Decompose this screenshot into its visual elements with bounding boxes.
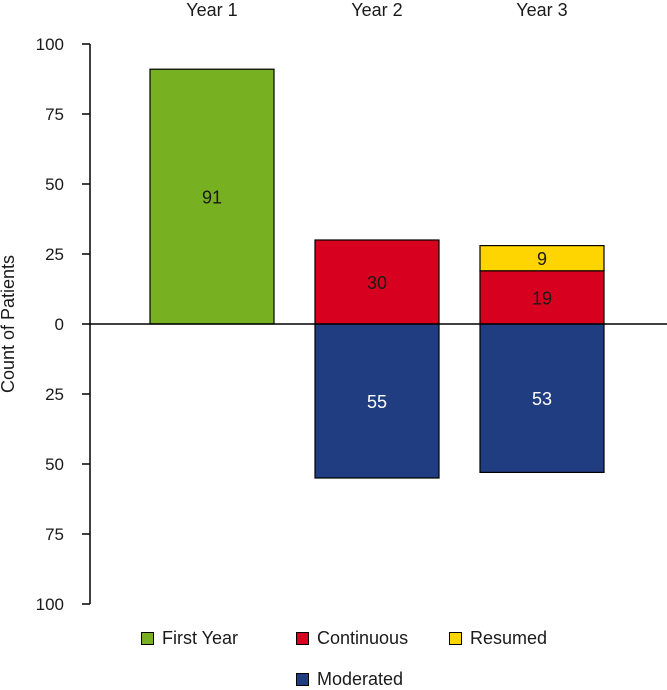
y-tick-label: 0 [55,315,64,334]
y-tick-label: 25 [45,245,64,264]
y-tick-label: 50 [45,175,64,194]
y-axis-title: Count of Patients [0,255,18,393]
y-tick-label: 100 [36,35,64,54]
y-tick-label: 75 [45,525,64,544]
bar-resumed [479,245,605,272]
y-tick-label: 75 [45,105,64,124]
data-label-resumed: 9 [537,249,547,269]
y-tick-label: 25 [45,385,64,404]
data-label-moderated: 55 [367,392,387,412]
category-label: Year 1 [186,0,237,20]
category-label: Year 2 [351,0,402,20]
bar-continuous [479,270,605,325]
bar-moderated [314,323,440,479]
category-label: Year 3 [516,0,567,20]
data-label-continuous: 19 [532,288,552,308]
bar-first-year [149,68,275,325]
data-label-moderated: 53 [532,389,552,409]
y-tick-label: 50 [45,455,64,474]
bar-moderated [479,323,605,473]
bar-continuous [314,239,440,325]
data-label-first-year: 91 [202,188,222,208]
y-tick-label: 100 [36,595,64,614]
data-label-continuous: 30 [367,273,387,293]
